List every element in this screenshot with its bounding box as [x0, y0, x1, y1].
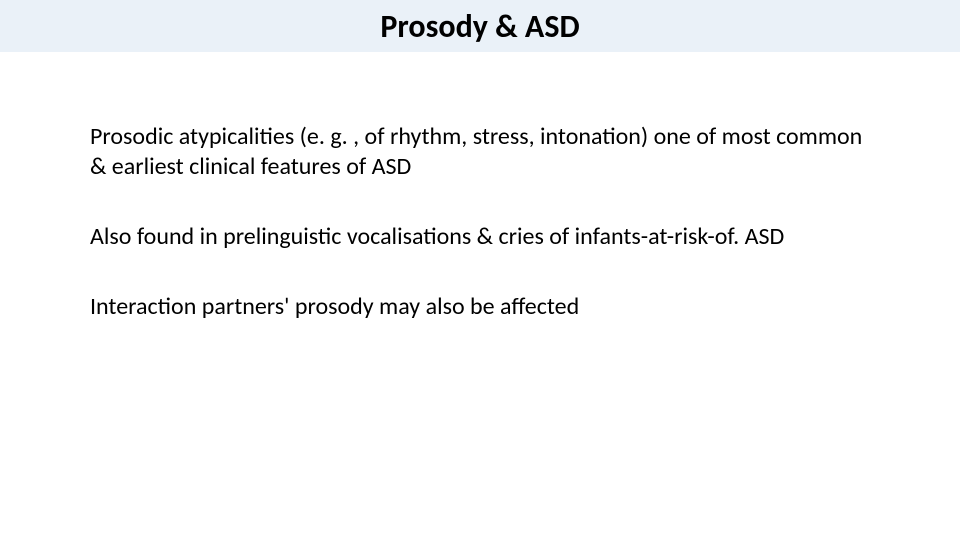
- paragraph-2: Also found in prelinguistic vocalisation…: [90, 222, 870, 252]
- slide-title: Prosody & ASD: [380, 7, 579, 46]
- slide-body: Prosodic atypicalities (e. g. , of rhyth…: [0, 52, 960, 322]
- paragraph-3: Interaction partners' prosody may also b…: [90, 292, 870, 322]
- title-bar: Prosody & ASD: [0, 0, 960, 52]
- paragraph-1: Prosodic atypicalities (e. g. , of rhyth…: [90, 122, 870, 182]
